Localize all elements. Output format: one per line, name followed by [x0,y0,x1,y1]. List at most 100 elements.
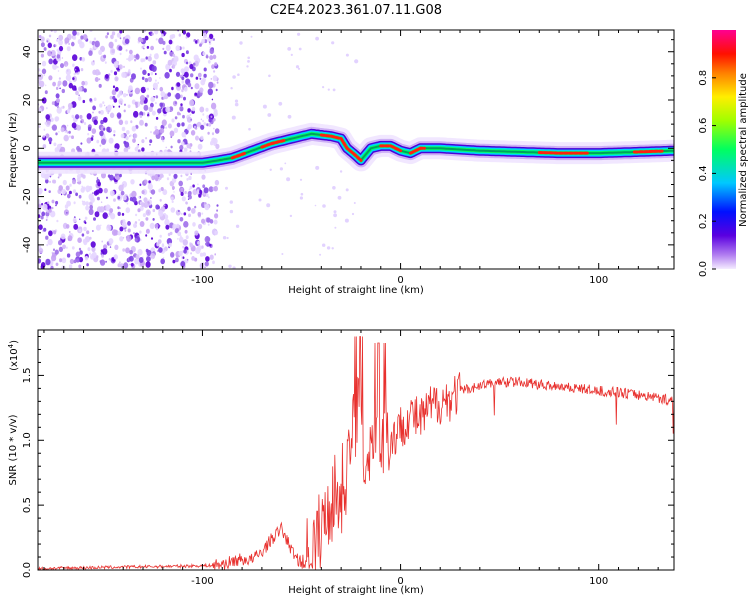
noise-speck [88,193,94,201]
noise-speck [145,234,148,237]
noise-speck [183,249,187,254]
noise-speck [145,209,151,216]
noise-speck [43,47,47,51]
noise-speck [102,101,105,104]
noise-speck [166,177,170,181]
noise-speck [181,52,185,58]
noise-speck [54,147,60,153]
noise-speck [58,39,63,46]
noise-speck [209,55,214,61]
colorbar-tick-label: 0.6 [698,118,709,134]
noise-speck [129,263,131,266]
noise-speck [143,197,148,203]
noise-speck [134,58,137,62]
noise-speck [182,114,185,119]
noise-speck [234,99,239,103]
noise-speck [72,179,76,185]
noise-speck [214,253,216,256]
noise-speck [179,94,183,99]
noise-speck [144,179,148,184]
spectrogram-frame [37,29,675,270]
noise-speck [205,242,208,246]
noise-speck [160,187,164,191]
noise-speck [120,133,125,139]
noise-speck [38,248,44,254]
noise-speck [200,118,203,121]
noise-speck [42,144,47,149]
noise-speck [53,230,57,235]
noise-speck [88,50,93,56]
noise-speck [119,100,122,104]
noise-speck [209,254,214,260]
noise-speck [268,74,271,78]
noise-speck [48,118,50,121]
noise-speck [84,221,87,225]
noise-speck [165,44,171,52]
noise-speck [99,260,102,263]
noise-speck [145,137,148,140]
noise-speck [68,82,74,89]
noise-speck [66,200,71,207]
noise-speck [232,75,236,79]
noise-speck [225,186,228,190]
noise-speck [44,188,47,191]
noise-speck [50,49,56,57]
noise-speck [213,127,215,130]
noise-speck [182,245,185,249]
noise-speck [155,101,157,105]
noise-speck [110,34,114,40]
noise-speck [164,214,169,220]
noise-speck [124,141,130,148]
noise-speck [58,246,64,252]
noise-speck [110,69,113,73]
x-tick-label: 100 [589,576,608,587]
noise-speck [79,229,82,233]
noise-speck [149,53,152,57]
noise-speck [212,38,215,41]
noise-speck [116,32,121,38]
noise-speck [83,226,87,232]
noise-speck [155,116,159,120]
noise-speck [203,187,209,194]
noise-speck [148,180,151,184]
noise-speck [128,85,133,91]
noise-speck [184,229,188,234]
colorbar-label: Normalized spectral amplitude [738,73,749,227]
noise-speck [68,190,72,195]
noise-speck [267,113,272,117]
colorbar-ticks: 0.0 0.2 0.4 0.6 0.8 [698,70,716,277]
noise-speck [200,124,205,130]
noise-speck [188,175,192,181]
noise-speck [98,49,103,56]
noise-speck [170,50,173,52]
noise-speck [199,87,204,93]
noise-speck [188,195,192,200]
noise-speck [145,217,149,221]
noise-speck [214,62,218,67]
colorbar-tick-label: 0.0 [698,261,709,277]
noise-speck [216,209,219,212]
noise-speck [201,38,205,44]
noise-speck [68,42,71,46]
noise-speck [185,235,189,240]
noise-speck [92,111,94,114]
noise-speck [151,65,157,72]
noise-speck [208,118,212,123]
y-tick-label: 40 [22,45,33,58]
noise-speck [46,216,49,219]
noise-speck [60,143,62,146]
noise-speck [189,113,192,116]
noise-speck [169,130,175,137]
noise-speck [135,54,140,60]
noise-speck [204,203,210,211]
noise-speck [123,109,126,113]
noise-speck [147,183,153,190]
noise-speck [41,68,47,75]
noise-speck [152,218,155,221]
noise-speck [258,198,262,202]
noise-speck [159,86,164,92]
noise-speck [189,185,193,190]
noise-speck [246,65,249,68]
noise-speck [168,173,171,177]
noise-speck [93,97,97,102]
